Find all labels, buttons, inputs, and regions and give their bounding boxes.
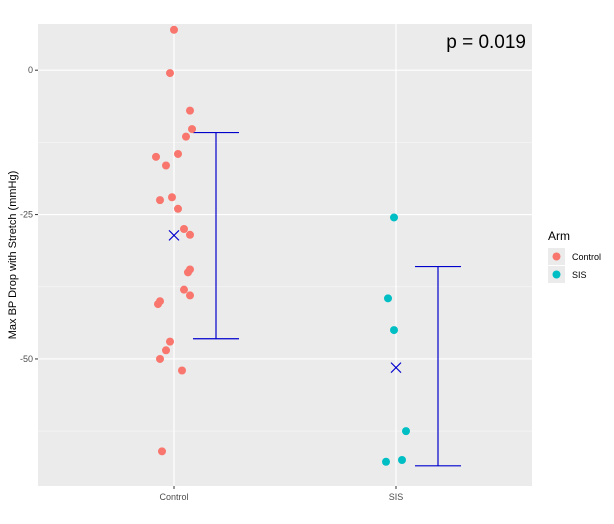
- data-point-control: [158, 447, 166, 456]
- data-point-control: [162, 161, 170, 170]
- data-point-control: [166, 337, 174, 346]
- data-point-control: [170, 25, 178, 34]
- x-tick-label: Control: [159, 492, 188, 502]
- y-tick-label: -50: [20, 354, 33, 364]
- data-point-control: [180, 285, 188, 294]
- legend-key-control: [552, 252, 561, 261]
- data-point-control: [168, 193, 176, 202]
- data-point-control: [156, 354, 164, 363]
- data-point-control: [162, 346, 170, 355]
- data-point-control: [152, 152, 160, 161]
- data-point-sis: [382, 457, 390, 466]
- y-axis-label: Max BP Drop with Stretch (mmHg): [7, 171, 19, 340]
- data-point-sis: [390, 213, 398, 222]
- data-point-control: [154, 300, 162, 309]
- data-point-sis: [402, 427, 410, 436]
- y-tick-label: 0: [28, 65, 33, 75]
- mean-marker-stroke: [168, 229, 180, 241]
- data-points: [152, 25, 410, 466]
- data-point-control: [186, 291, 194, 300]
- data-point-control: [156, 196, 164, 205]
- data-point-control: [174, 204, 182, 213]
- data-point-control: [186, 106, 194, 115]
- data-point-sis: [384, 294, 392, 303]
- data-point-sis: [390, 326, 398, 335]
- x-axis-ticks: Control SIS: [159, 486, 403, 502]
- data-point-control: [180, 225, 188, 234]
- legend: Arm Control SIS: [548, 229, 601, 283]
- grid-lines: [38, 24, 532, 486]
- legend-title: Arm: [548, 229, 570, 243]
- data-point-control: [186, 230, 194, 239]
- data-point-control: [188, 125, 196, 134]
- legend-label-sis: SIS: [572, 270, 587, 280]
- x-tick-label: SIS: [389, 492, 404, 502]
- legend-key-sis: [552, 270, 561, 279]
- plot-panel: [38, 24, 532, 486]
- data-point-control: [178, 366, 186, 375]
- data-point-control: [166, 69, 174, 78]
- error-bars: [193, 131, 461, 467]
- y-axis-ticks: 0 -25 -50: [20, 65, 38, 364]
- mean-markers: [168, 229, 402, 374]
- data-point-control: [182, 132, 190, 141]
- data-point-sis: [398, 456, 406, 465]
- legend-label-control: Control: [572, 252, 601, 262]
- data-point-control: [184, 268, 192, 277]
- y-tick-label: -25: [20, 210, 33, 220]
- mean-marker-stroke: [390, 362, 402, 374]
- mean-marker-control: [168, 229, 180, 241]
- data-point-control: [174, 149, 182, 158]
- mean-marker-sis: [390, 362, 402, 374]
- p-value-annotation: p = 0.019: [446, 32, 526, 53]
